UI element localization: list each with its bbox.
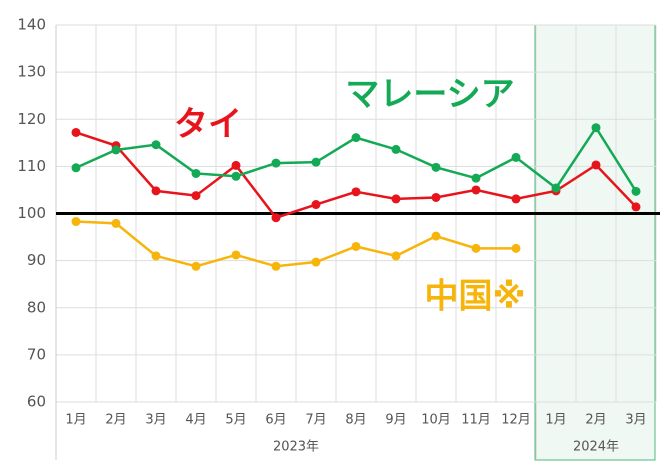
point — [191, 168, 201, 178]
x-tick-label: 2月 — [105, 413, 126, 428]
x-tick-label: 5月 — [225, 413, 246, 428]
point — [511, 243, 521, 253]
point — [231, 160, 241, 170]
point — [511, 152, 521, 162]
point — [311, 257, 321, 267]
y-tick-label: 60 — [27, 393, 46, 411]
y-tick-label: 80 — [27, 298, 46, 316]
series-label: 中国※ — [424, 277, 525, 317]
x-tick-label: 12月 — [501, 413, 531, 428]
y-tick-label: 120 — [17, 110, 46, 128]
point — [151, 140, 161, 150]
point — [231, 171, 241, 181]
x-tick-label: 9月 — [385, 413, 406, 428]
point — [591, 160, 601, 170]
y-tick-label: 140 — [17, 16, 46, 34]
x-tick-label: 1月 — [545, 413, 566, 428]
x-tick-label: 2月 — [585, 413, 606, 428]
point — [311, 157, 321, 167]
series-label: マレーシア — [345, 75, 514, 115]
point — [191, 191, 201, 201]
point — [391, 144, 401, 154]
x-tick-label: 6月 — [265, 413, 286, 428]
group-label: 2024年 — [573, 440, 619, 455]
x-tick-label: 1月 — [65, 413, 86, 428]
point — [471, 185, 481, 195]
x-tick-label: 10月 — [421, 413, 451, 428]
x-tick-label: 3月 — [145, 413, 166, 428]
point — [431, 192, 441, 202]
series-line — [75, 220, 516, 268]
point — [391, 194, 401, 204]
highlight-region — [534, 24, 656, 461]
point — [511, 194, 521, 204]
point — [431, 162, 441, 172]
point — [631, 186, 641, 196]
point — [271, 261, 281, 271]
point — [351, 241, 361, 251]
point — [471, 173, 481, 183]
point — [271, 158, 281, 168]
point — [351, 133, 361, 143]
y-tick-label: 130 — [17, 63, 46, 81]
x-tick-label: 7月 — [305, 413, 326, 428]
y-tick-label: 90 — [27, 251, 46, 269]
series-label: タイ — [174, 105, 242, 145]
point — [151, 186, 161, 196]
point — [71, 127, 81, 137]
point — [71, 217, 81, 227]
point — [351, 187, 361, 197]
point — [471, 243, 481, 253]
point — [311, 200, 321, 210]
point — [551, 183, 561, 193]
point — [151, 251, 161, 261]
point — [71, 163, 81, 173]
point — [111, 218, 121, 228]
x-tick-label: 4月 — [185, 413, 206, 428]
x-tick-label: 11月 — [461, 413, 491, 428]
y-tick-label: 100 — [17, 204, 46, 222]
y-tick-label: 70 — [27, 345, 46, 363]
x-tick-label: 3月 — [625, 413, 646, 428]
point — [591, 123, 601, 133]
point — [191, 261, 201, 271]
point — [231, 250, 241, 260]
point — [111, 145, 121, 155]
x-tick-label: 8月 — [345, 413, 366, 428]
point — [271, 213, 281, 223]
point — [431, 231, 441, 241]
point — [631, 202, 641, 212]
group-label: 2023年 — [273, 440, 319, 455]
y-tick-label: 110 — [17, 157, 46, 175]
point — [391, 251, 401, 261]
